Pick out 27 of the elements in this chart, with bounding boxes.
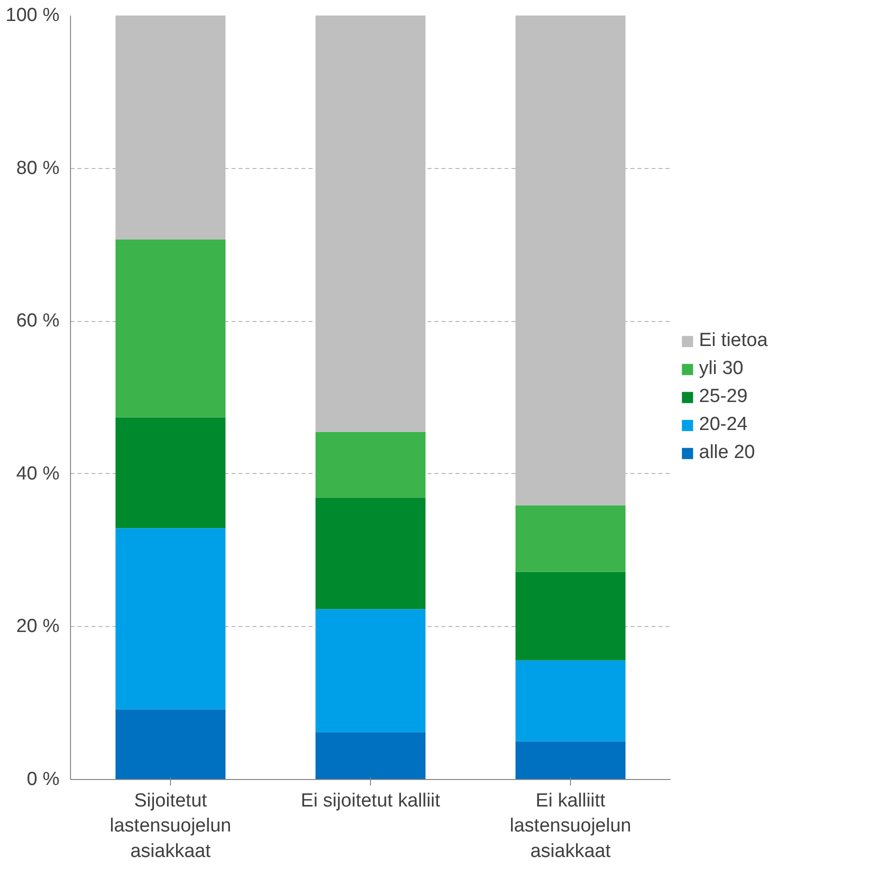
y-tick-label: 80 % [16,158,60,179]
bar [316,16,426,432]
bar [316,498,426,610]
bar [316,609,426,732]
bar [116,239,226,418]
x-tick-label: Ei kalliitt lastensuojelun asiakkaat [510,790,632,862]
x-tick-label: Ei sijoitetut kalliit [300,790,441,812]
legend-label: yli 30 [699,358,744,380]
bar [516,572,626,660]
y-tick-label: 40 % [16,463,60,484]
bar [516,505,626,572]
bar [316,432,426,498]
y-tick-label: 100 % [6,5,60,26]
bar [316,732,426,780]
legend-label: 20-24 [699,414,748,436]
bar [516,741,626,780]
y-tick-label: 60 % [16,310,60,332]
y-tick-label: 20 % [16,616,60,638]
bar [516,660,626,742]
legend-label: alle 20 [699,442,755,464]
bar [116,709,226,780]
x-tick-label: Sijoitetut lastensuojelun asiakkaat [110,790,232,862]
legend-label: 25-29 [699,386,748,408]
bar [116,528,226,710]
legend-label: Ei tietoa [699,330,768,352]
y-tick-label: 0 % [26,769,60,790]
bar [116,417,226,528]
